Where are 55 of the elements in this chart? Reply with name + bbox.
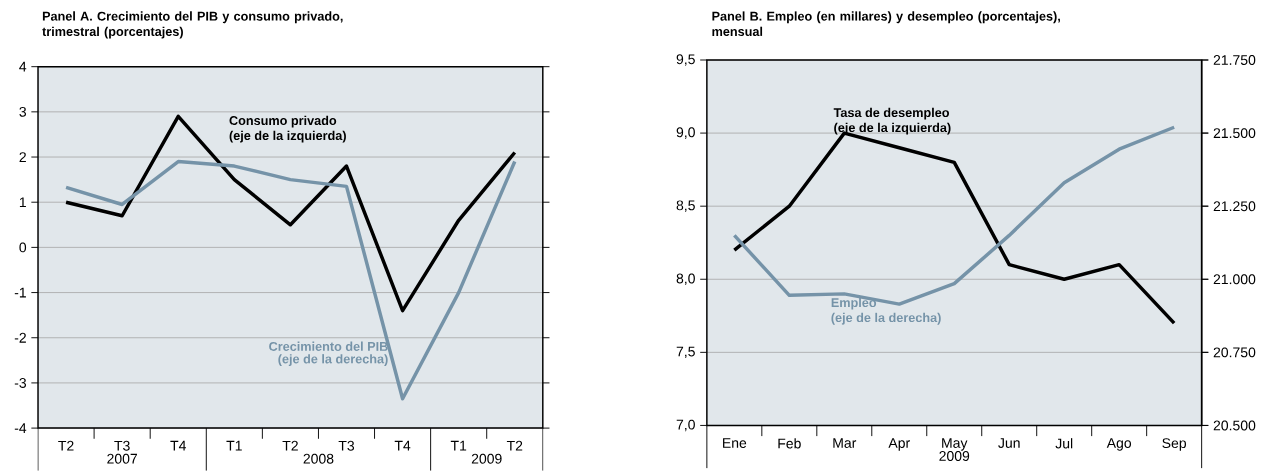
y-tick-label: 9,0 <box>676 127 695 139</box>
x-tick-label: T2 <box>506 440 523 451</box>
annotation: (eje de la izquierda) <box>229 130 346 143</box>
x-tick-label: Feb <box>778 438 801 449</box>
line-series <box>64 114 517 313</box>
y2-tick-label: 20.750 <box>1213 347 1256 358</box>
y-tick-label: 3 <box>19 107 27 117</box>
x-tick-label: Jul <box>1055 438 1073 449</box>
text: 2009 <box>471 453 502 464</box>
text: 2008 <box>303 453 334 464</box>
y2-tick-label: 21.500 <box>1213 128 1256 139</box>
y-tick-label: -2 <box>14 332 26 343</box>
y2-tick-label: 20.500 <box>1213 420 1256 431</box>
x-tick-label: Apr <box>888 438 910 451</box>
x-tick-label: T4 <box>170 440 186 451</box>
y2-tick-label: 21.750 <box>1213 55 1256 66</box>
y-tick-label: 7,5 <box>676 346 695 359</box>
line-series <box>64 159 517 401</box>
x-tick-label: T1 <box>226 440 242 451</box>
x-tick-label: Mar <box>833 438 857 449</box>
y2-tick-label: 21.250 <box>1213 201 1256 212</box>
y-tick-label: 0 <box>19 242 27 253</box>
x-tick-label: Jun <box>998 438 1020 449</box>
x-tick-label: T2 <box>282 440 298 451</box>
series-label: Crecimiento del PIB <box>269 341 388 352</box>
annotation: (eje de la derecha) <box>831 312 941 325</box>
x-tick-label: T2 <box>58 440 74 451</box>
annotation: (eje de la derecha) <box>278 354 388 367</box>
y-tick-label: 7,0 <box>676 419 695 432</box>
x-tick-label: T1 <box>450 440 467 451</box>
x-tick-label: T3 <box>338 440 355 451</box>
y-tick-label: -4 <box>14 423 27 434</box>
chart-title: Panel A. Crecimiento del PIB y consumo privado, trimestral (porcentajes) <box>42 11 343 39</box>
text: 2007 <box>107 453 137 464</box>
text: 2009 <box>939 451 970 462</box>
y-tick-label: 8,5 <box>676 200 695 213</box>
y-tick-label: 8,0 <box>676 273 695 286</box>
x-tick-label: Sep <box>1162 438 1187 451</box>
y-tick-label: -3 <box>14 378 27 388</box>
y-tick-label: 4 <box>19 61 27 72</box>
annotation: (eje de la izquierda) <box>834 122 951 135</box>
y-tick-label: -1 <box>14 287 26 298</box>
series-label: Tasa de desempleo <box>833 107 950 120</box>
x-tick-label: Ene <box>723 438 747 449</box>
series-label: Empleo <box>831 297 877 310</box>
y-tick-label: 9,5 <box>676 54 695 66</box>
x-tick-label: May <box>942 438 968 451</box>
x-tick-label: Ago <box>1106 438 1132 451</box>
x-tick-label: T3 <box>114 440 130 451</box>
y2-tick-label: 21.000 <box>1213 274 1256 285</box>
y-tick-label: 1 <box>19 197 26 208</box>
x-tick-label: T4 <box>394 440 411 451</box>
text: Consumo privado <box>229 115 337 128</box>
chart-title: Panel B. Empleo (en millares) y desempleo (porcentajes), mensual <box>712 11 1060 37</box>
y-tick-label: 2 <box>19 152 26 163</box>
